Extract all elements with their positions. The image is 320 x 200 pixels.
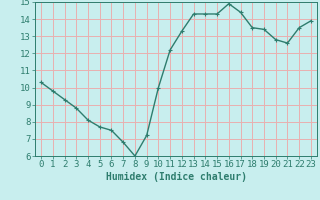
X-axis label: Humidex (Indice chaleur): Humidex (Indice chaleur) [106,172,246,182]
